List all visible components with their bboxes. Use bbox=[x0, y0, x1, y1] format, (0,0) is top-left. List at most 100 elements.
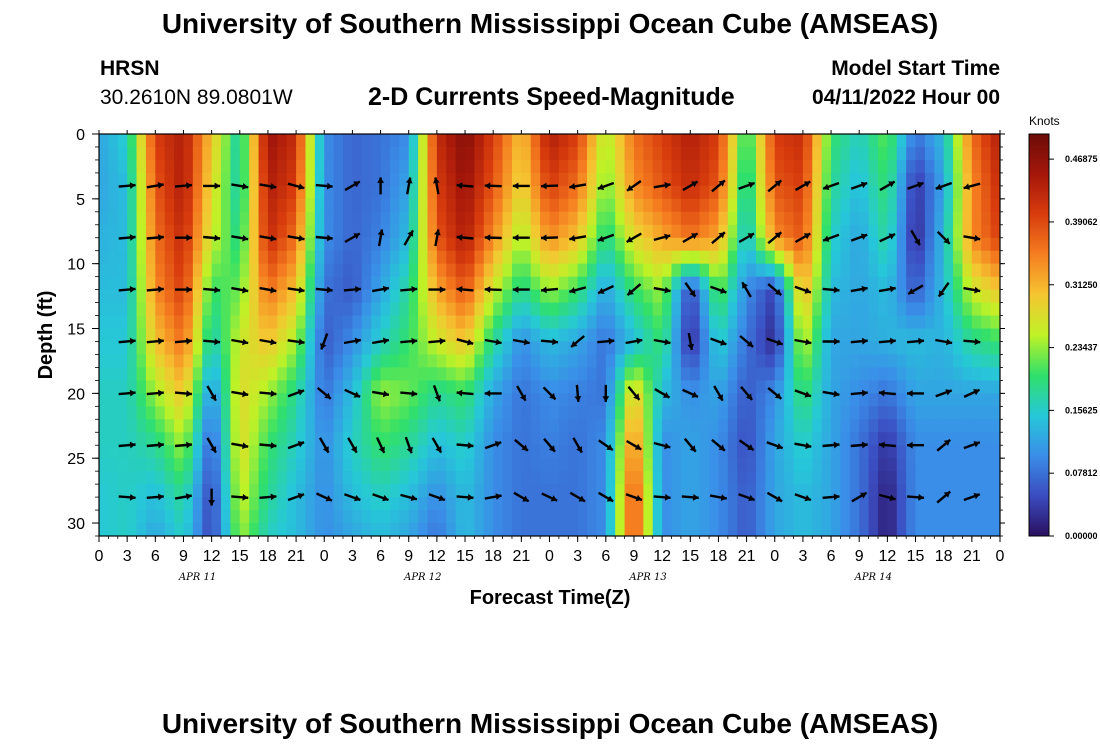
heat-cell bbox=[399, 445, 410, 459]
heat-cell bbox=[840, 250, 851, 265]
heat-cell bbox=[108, 458, 119, 472]
heat-cell bbox=[990, 419, 1000, 433]
heat-cell bbox=[371, 419, 382, 433]
heat-cell bbox=[924, 406, 935, 420]
heat-cell bbox=[577, 211, 588, 226]
heat-cell bbox=[99, 341, 109, 356]
heat-cell bbox=[239, 523, 250, 536]
heat-cell bbox=[99, 406, 109, 420]
heat-cell bbox=[746, 341, 757, 356]
heat-cell bbox=[849, 380, 860, 394]
heat-cell bbox=[427, 198, 438, 213]
heat-cell bbox=[399, 146, 410, 161]
heat-cell bbox=[840, 432, 851, 446]
heat-cell bbox=[812, 224, 823, 239]
heat-cell bbox=[774, 393, 785, 407]
heat-cell bbox=[727, 510, 738, 524]
heat-cell bbox=[896, 237, 907, 252]
heat-cell bbox=[99, 198, 109, 213]
current-arrow-head bbox=[435, 446, 442, 453]
current-arrow-head bbox=[439, 286, 446, 293]
heat-cell bbox=[296, 172, 307, 187]
heat-cell bbox=[934, 315, 945, 330]
heat-cell bbox=[314, 497, 325, 511]
heat-cell bbox=[408, 354, 419, 369]
heat-cell bbox=[924, 276, 935, 291]
heat-cell bbox=[596, 224, 607, 239]
heat-cell bbox=[192, 237, 203, 252]
heat-cell bbox=[305, 458, 316, 472]
heat-cell bbox=[127, 159, 138, 174]
heat-cell bbox=[530, 354, 541, 369]
heat-cell bbox=[737, 341, 748, 356]
heat-cell bbox=[924, 523, 935, 536]
heat-cell bbox=[408, 393, 419, 407]
heat-cell bbox=[277, 406, 288, 420]
heat-cell bbox=[371, 406, 382, 420]
heat-cell bbox=[924, 198, 935, 213]
heat-cell bbox=[784, 198, 795, 213]
heat-cell bbox=[709, 367, 720, 381]
heat-cell bbox=[755, 146, 766, 161]
heat-cell bbox=[502, 380, 513, 394]
heat-cell bbox=[652, 250, 663, 265]
heat-cell bbox=[615, 393, 626, 407]
heat-cell bbox=[981, 380, 992, 394]
heat-cell bbox=[296, 419, 307, 433]
heat-cell bbox=[127, 302, 138, 317]
heat-cell bbox=[849, 211, 860, 226]
heat-cell bbox=[174, 211, 185, 226]
heat-cell bbox=[202, 510, 213, 524]
heat-cell bbox=[671, 289, 682, 304]
heat-cell bbox=[849, 250, 860, 265]
heat-cell bbox=[324, 263, 335, 278]
current-arrow-head bbox=[350, 446, 357, 453]
heat-cell bbox=[277, 380, 288, 394]
heat-cell bbox=[314, 484, 325, 498]
heat-cell bbox=[774, 341, 785, 356]
heat-cell bbox=[568, 419, 579, 433]
heat-cell bbox=[690, 159, 701, 174]
heat-cell bbox=[446, 134, 457, 148]
heat-cell bbox=[164, 393, 175, 407]
heat-cell bbox=[117, 341, 128, 356]
heat-cell bbox=[127, 432, 138, 446]
heat-cell bbox=[521, 198, 532, 213]
heat-cell bbox=[474, 224, 485, 239]
heat-cell bbox=[605, 146, 616, 161]
heat-cell bbox=[361, 276, 372, 291]
heat-cell bbox=[868, 315, 879, 330]
heat-cell bbox=[971, 224, 982, 239]
heat-cell bbox=[549, 224, 560, 239]
heat-cell bbox=[211, 510, 222, 524]
heat-cell bbox=[793, 523, 804, 536]
heat-cell bbox=[859, 250, 870, 265]
heat-cell bbox=[127, 315, 138, 330]
heat-cell bbox=[530, 510, 541, 524]
heat-cell bbox=[324, 380, 335, 394]
heat-cell bbox=[164, 315, 175, 330]
heat-cell bbox=[540, 276, 551, 291]
heat-cell bbox=[399, 471, 410, 485]
heat-cell bbox=[924, 289, 935, 304]
heat-cell bbox=[127, 263, 138, 278]
heat-cell bbox=[793, 458, 804, 472]
heat-cell bbox=[840, 185, 851, 200]
heat-cell bbox=[887, 510, 898, 524]
heat-cell bbox=[455, 406, 466, 420]
heat-cell bbox=[849, 367, 860, 381]
heat-cell bbox=[174, 419, 185, 433]
heat-cell bbox=[183, 328, 194, 343]
heat-cell bbox=[511, 146, 522, 161]
heat-cell bbox=[596, 237, 607, 252]
heat-cell bbox=[699, 159, 710, 174]
heat-cell bbox=[155, 445, 166, 459]
colorbar-tick-label: 0.39062 bbox=[1065, 217, 1098, 227]
heat-cell bbox=[915, 315, 926, 330]
heat-cell bbox=[784, 289, 795, 304]
heat-cell bbox=[136, 471, 147, 485]
heat-cell bbox=[455, 523, 466, 536]
heat-cell bbox=[896, 471, 907, 485]
current-arrow-head bbox=[803, 233, 811, 240]
heat-cell bbox=[643, 134, 654, 148]
